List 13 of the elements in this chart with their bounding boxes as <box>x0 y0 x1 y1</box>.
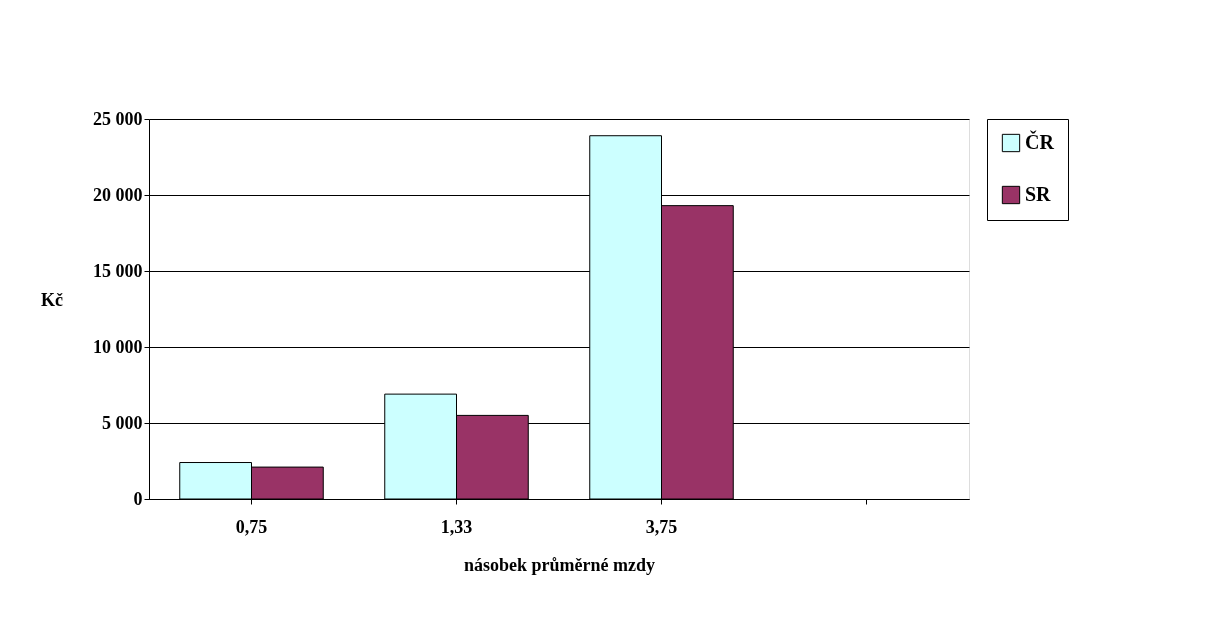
x-tick-label: 0,75 <box>235 516 268 537</box>
y-tick-label: 5 000 <box>102 412 143 433</box>
y-tick-label: 10 000 <box>93 336 143 357</box>
y-tick-label: 20 000 <box>93 184 143 205</box>
y-tick-label: 0 <box>133 488 143 509</box>
legend-label: ČR <box>1025 130 1055 153</box>
legend-label: SR <box>1025 183 1052 205</box>
y-tick-label: 25 000 <box>93 108 143 129</box>
x-tick-label: 3,75 <box>645 516 678 537</box>
x-axis-title: násobek průměrné mzdy <box>463 554 656 575</box>
y-tick-label: 15 000 <box>93 260 143 281</box>
x-tick-label: 1,33 <box>440 516 473 537</box>
y-axis-title: Kč <box>41 289 63 310</box>
